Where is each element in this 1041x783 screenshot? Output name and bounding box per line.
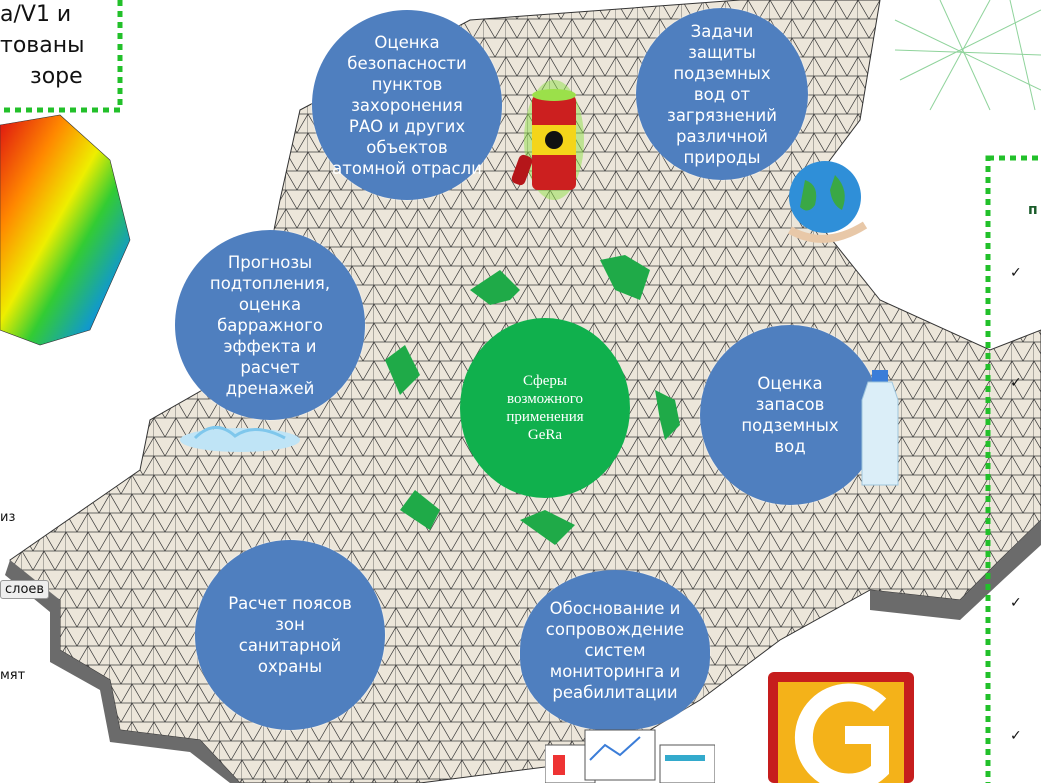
radioactive-barrel-icon <box>511 80 584 200</box>
bubble-sanitary-zones: Расчет поясов зон санитарной охраны <box>195 540 385 730</box>
top-left-text-1: a/V1 и <box>0 2 72 27</box>
left-text-sloev: слоев <box>0 580 50 599</box>
center-circle: Сферы возможного применения GeRa <box>460 318 630 498</box>
bubble-flooding-forecast: Прогнозы подтопления, оценка барражного … <box>175 230 365 420</box>
top-left-text-2: тованы <box>0 33 85 58</box>
bubble-groundwater-protection: Задачи защиты подземных вод от загрязнен… <box>636 8 808 180</box>
globe-icon <box>788 161 868 243</box>
water-bottle-icon <box>861 370 899 486</box>
right-text-p: п <box>1028 202 1038 218</box>
bubble-monitoring: Обоснование и сопровождение систем монит… <box>520 570 710 730</box>
bubble-safety-assessment: Оценка безопасности пунктов захоронения … <box>312 10 502 200</box>
checkmark-3: ✓ <box>1010 595 1022 611</box>
colored-terrain-model <box>0 114 131 346</box>
checkmark-4: ✓ <box>1010 728 1022 744</box>
monitoring-dashboard-icon <box>545 729 715 783</box>
top-left-text-3: зоре <box>30 64 83 89</box>
gera-logo <box>768 672 914 783</box>
cycle-arrows <box>385 255 680 545</box>
left-text-myat: мят <box>0 668 26 683</box>
checkmark-2: ✓ <box>1010 375 1022 391</box>
top-right-mesh-graph <box>894 0 1041 111</box>
water-splash-icon <box>180 426 300 452</box>
checkmark-1: ✓ <box>1010 265 1022 281</box>
left-text-iz: из <box>0 510 16 525</box>
bubble-reserves-assessment: Оценка запасов подземных вод <box>700 325 880 505</box>
